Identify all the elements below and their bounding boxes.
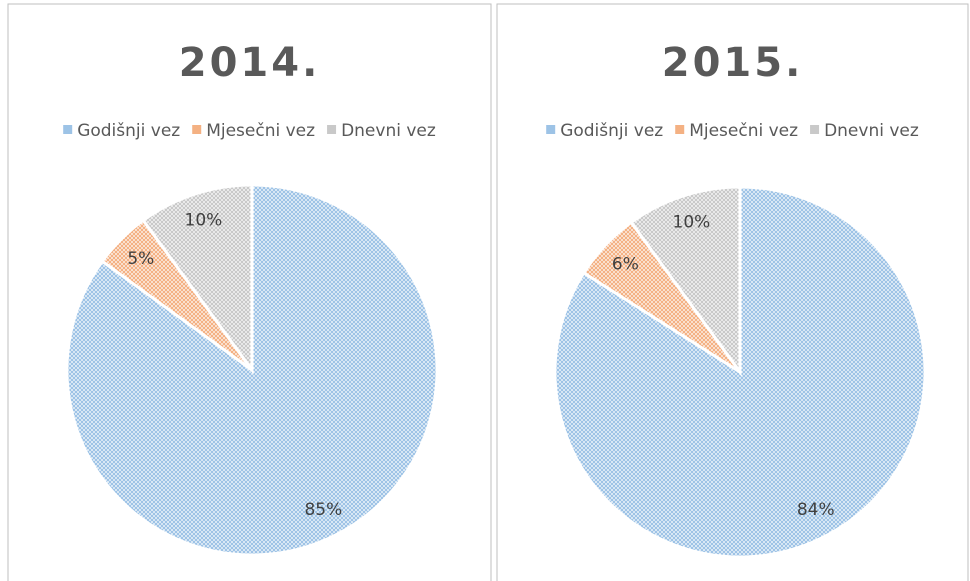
- legend-swatch: [810, 125, 820, 134]
- legend-label: Mjesečni vez: [206, 121, 315, 141]
- legend-swatch: [327, 125, 337, 134]
- legend-label: Mjesečni vez: [689, 121, 798, 141]
- pie-slice: [141, 183, 254, 375]
- panel-border: [496, 3, 969, 581]
- legend-swatch: [546, 125, 556, 134]
- panel-border: [7, 3, 492, 581]
- chart-title: 2014.: [179, 40, 321, 86]
- legend-label: Dnevni vez: [824, 121, 919, 141]
- data-label: 10%: [673, 212, 711, 232]
- pie-slice: [629, 185, 742, 377]
- chart-title: 2015.: [662, 40, 804, 86]
- legend-swatch: [192, 125, 202, 134]
- legend: Godišnji vez Mjesečni vez Dnevni vez: [63, 121, 436, 141]
- data-label: 84%: [797, 500, 835, 520]
- data-label: 5%: [127, 249, 154, 269]
- legend: Godišnji vez Mjesečni vez Dnevni vez: [546, 121, 919, 141]
- legend-label: Dnevni vez: [341, 121, 436, 141]
- data-label: 85%: [304, 500, 342, 520]
- data-label: 6%: [612, 254, 639, 274]
- legend-label: Godišnji vez: [560, 121, 663, 141]
- legend-label: Godišnji vez: [77, 121, 180, 141]
- legend-swatch: [675, 125, 685, 134]
- legend-swatch: [63, 125, 73, 134]
- data-label: 10%: [185, 210, 223, 230]
